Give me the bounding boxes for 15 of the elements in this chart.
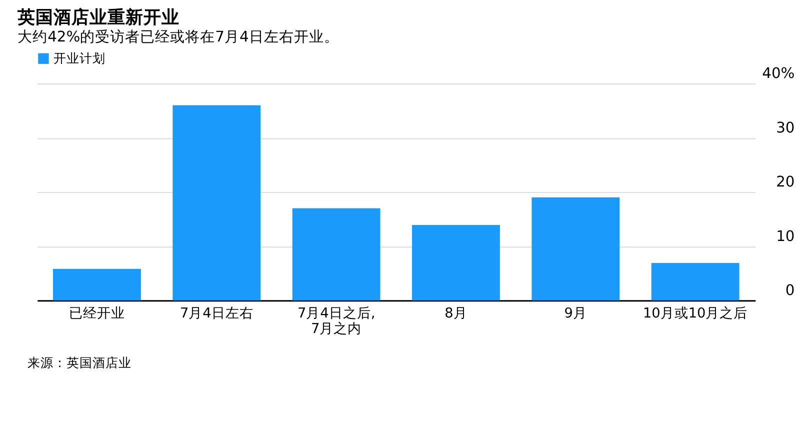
x-tick-label: 已经开业 [68, 305, 125, 322]
x-tick-label: 9月 [564, 305, 587, 322]
legend-label: 开业计划 [54, 50, 106, 66]
x-tick-label: 10月或10月之后 [642, 305, 748, 322]
y-tick-label: 30 [776, 119, 795, 136]
y-tick-label: 0 [785, 282, 795, 300]
y-tick-label: 10 [776, 228, 795, 245]
y-tick-label: 20 [776, 174, 795, 191]
chart-title: 英国酒店业重新开业 [16, 6, 180, 28]
x-tick-label: 7月4日左右 [180, 305, 254, 322]
x-tick-label: 8月 [444, 305, 468, 322]
source-note: 来源：英国酒店业 [27, 354, 132, 370]
x-tick-label: 7月4日之后, 7月之内 [297, 305, 376, 338]
chart-subtitle: 大约42%的受访者已经或将在7月4日左右开业。 [18, 28, 339, 46]
y-tick-label: 40% [762, 65, 795, 82]
